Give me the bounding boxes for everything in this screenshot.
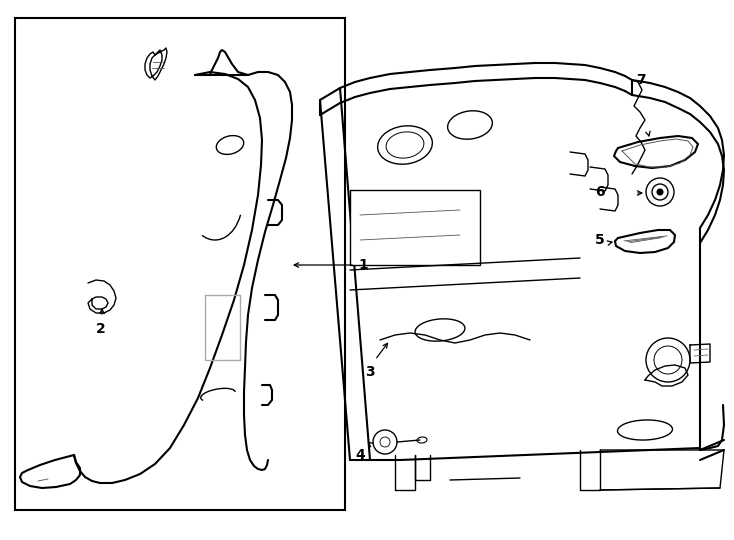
Circle shape [657, 189, 663, 195]
Text: 4: 4 [355, 448, 365, 462]
Bar [15, 18, 345, 510]
FancyBboxPatch shape [350, 190, 480, 265]
Text: 1: 1 [358, 258, 368, 272]
Text: 6: 6 [595, 185, 605, 199]
Text: 7: 7 [636, 73, 646, 87]
Text: 3: 3 [366, 365, 375, 379]
Text: 5: 5 [595, 233, 605, 247]
Text: 2: 2 [96, 322, 106, 336]
